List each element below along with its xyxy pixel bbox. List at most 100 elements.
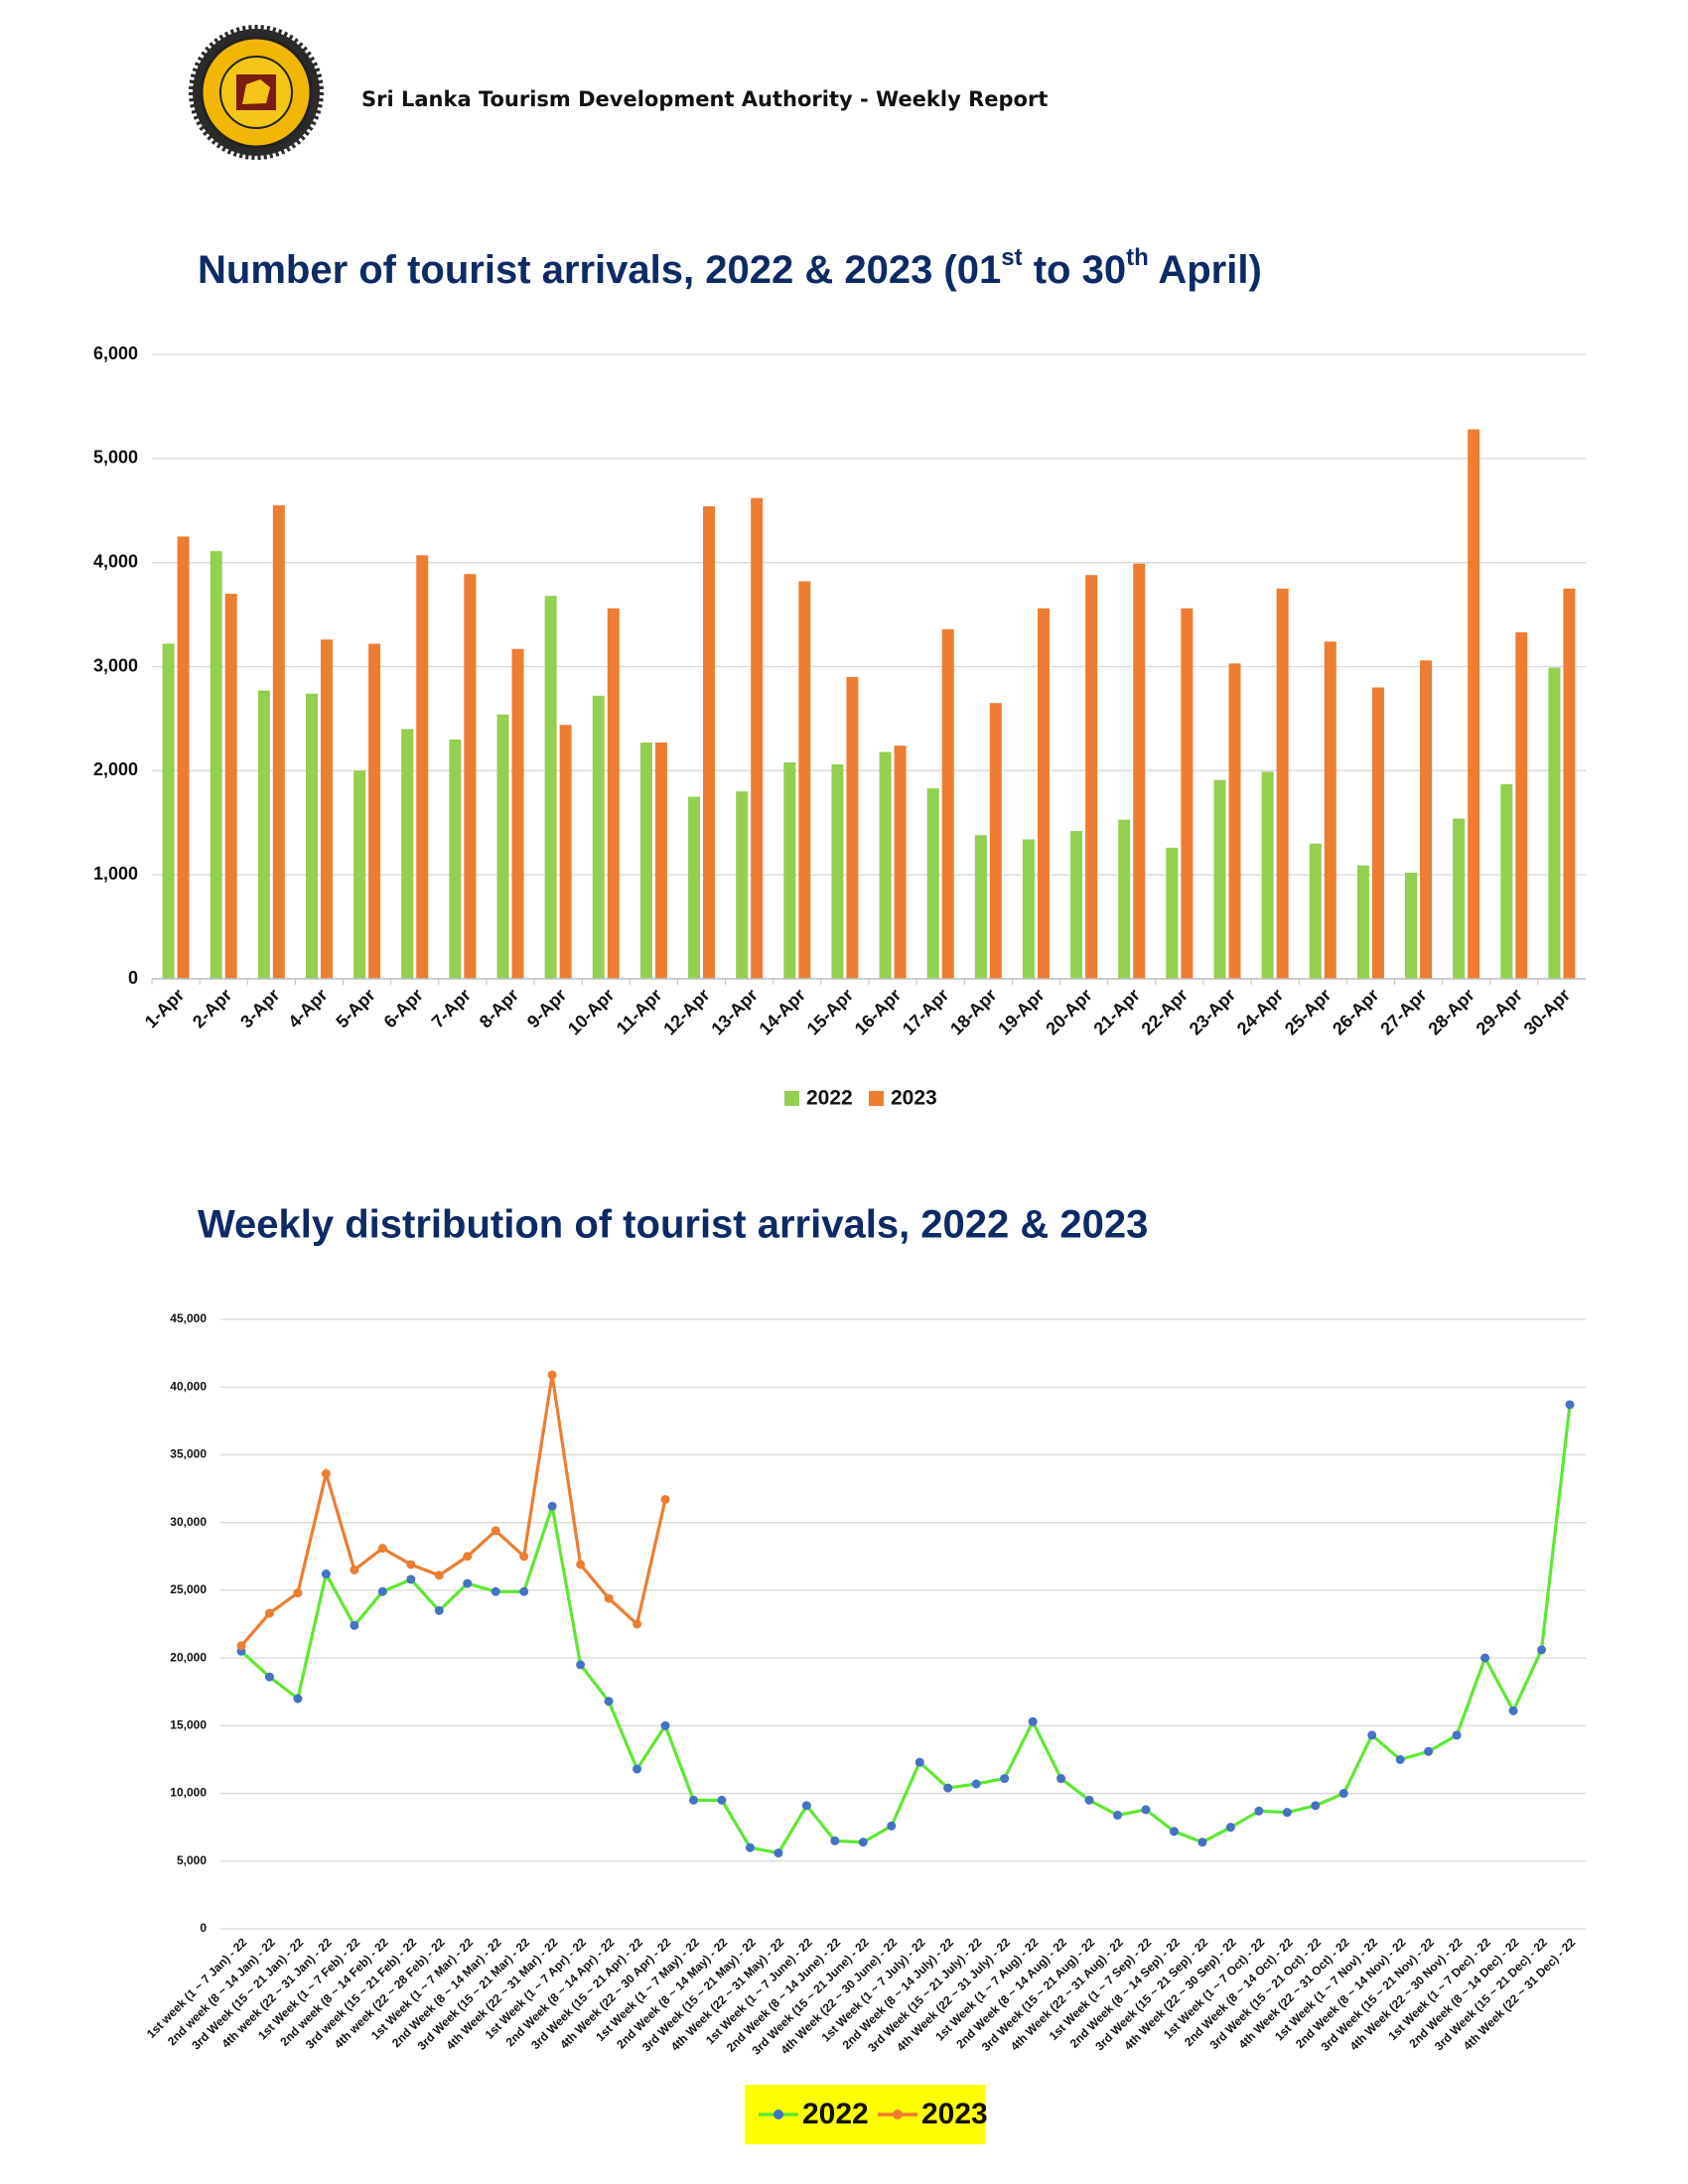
- series-marker: [1424, 1746, 1434, 1756]
- x-tick-label: 16-Apr: [851, 985, 905, 1038]
- series-marker: [774, 1848, 783, 1858]
- x-tick-label: 24-Apr: [1233, 985, 1287, 1038]
- x-tick-label: 26-Apr: [1329, 985, 1382, 1038]
- x-tick-label: 23-Apr: [1186, 985, 1239, 1038]
- bar: [1133, 563, 1146, 979]
- bar: [688, 796, 701, 979]
- series-marker: [576, 1560, 586, 1570]
- y-tick-label: 0: [128, 968, 138, 988]
- bar: [464, 574, 477, 979]
- bar: [941, 628, 954, 979]
- title-part: th: [1126, 244, 1149, 271]
- series-marker: [406, 1560, 416, 1570]
- series-marker: [1225, 1823, 1235, 1833]
- x-tick-label: 11-Apr: [613, 985, 666, 1038]
- series-marker: [1508, 1706, 1518, 1715]
- series-marker: [321, 1469, 331, 1479]
- series-marker: [971, 1779, 981, 1789]
- y-tick-label: 20,000: [170, 1650, 207, 1664]
- x-tick-label: 4-Apr: [284, 985, 331, 1031]
- y-tick-label: 30,000: [170, 1515, 207, 1529]
- y-tick-label: 4,000: [93, 551, 138, 571]
- bar: [1309, 843, 1322, 979]
- series-marker: [1056, 1774, 1066, 1784]
- x-tick-label: 6-Apr: [380, 985, 427, 1031]
- series-marker: [406, 1574, 416, 1584]
- bar: [210, 551, 222, 979]
- bar: [1085, 575, 1098, 979]
- bar: [1548, 667, 1561, 979]
- x-tick-label: 21-Apr: [1089, 985, 1143, 1038]
- title-part: st: [1001, 244, 1022, 271]
- series-marker: [745, 1843, 755, 1852]
- bar: [654, 743, 667, 979]
- y-tick-label: 3,000: [93, 655, 138, 675]
- series-line: [239, 1374, 667, 1647]
- series-marker: [547, 1501, 557, 1511]
- series-marker: [434, 1570, 444, 1580]
- series-marker: [321, 1570, 331, 1579]
- x-tick-label: 27-Apr: [1376, 985, 1430, 1038]
- series-line: [239, 1404, 1572, 1855]
- legend-swatch: [869, 1091, 884, 1106]
- y-tick-label: 25,000: [170, 1582, 207, 1596]
- bar: [894, 746, 907, 979]
- x-tick-label: 10-Apr: [564, 985, 618, 1038]
- series-marker: [1113, 1810, 1123, 1820]
- x-tick-label: 25-Apr: [1281, 985, 1335, 1038]
- title-part: Number of tourist arrivals, 2022 & 2023 …: [198, 248, 1001, 292]
- series-marker: [1282, 1808, 1292, 1818]
- bar: [511, 648, 524, 979]
- series-marker: [1197, 1838, 1207, 1847]
- bar: [1166, 847, 1179, 979]
- bar: [1356, 865, 1369, 979]
- bar: [783, 761, 796, 979]
- y-tick-label: 0: [200, 1921, 207, 1935]
- bar: [1515, 631, 1528, 979]
- header-title: Sri Lanka Tourism Development Authority …: [361, 87, 1048, 111]
- bar: [305, 693, 318, 979]
- series-marker: [604, 1593, 614, 1603]
- y-tick-label: 10,000: [170, 1786, 207, 1800]
- x-tick-label: 12-Apr: [659, 985, 713, 1038]
- y-tick-label: 5,000: [93, 448, 138, 468]
- legend-label: 2023: [891, 1087, 937, 1110]
- bar: [1213, 779, 1226, 979]
- series-marker: [377, 1586, 387, 1596]
- legend-label: 2023: [921, 2098, 988, 2130]
- bar: [401, 729, 414, 979]
- series-marker: [463, 1552, 473, 1562]
- bar: [846, 676, 859, 979]
- title-part: April): [1149, 248, 1262, 292]
- bar: [989, 703, 1002, 979]
- series-marker: [1254, 1806, 1264, 1816]
- series-marker: [1565, 1400, 1575, 1410]
- bar: [162, 643, 175, 979]
- series-marker: [1028, 1716, 1038, 1726]
- bar: [1070, 831, 1083, 979]
- series-marker: [1141, 1805, 1151, 1815]
- series-marker: [236, 1641, 246, 1651]
- series-marker: [1169, 1827, 1179, 1837]
- x-tick-label: 1-Apr: [141, 985, 188, 1031]
- x-tick-label: 18-Apr: [946, 985, 1000, 1038]
- series-marker: [1452, 1730, 1462, 1740]
- bar: [879, 751, 892, 979]
- series-marker: [350, 1565, 359, 1574]
- title-part: to 30: [1023, 248, 1126, 292]
- series-marker: [1311, 1801, 1321, 1811]
- bar: [1276, 588, 1289, 979]
- bar: [1228, 663, 1241, 979]
- series-marker: [943, 1783, 953, 1793]
- series-marker: [491, 1526, 500, 1536]
- series-marker: [293, 1694, 303, 1704]
- logo-lion: [242, 79, 270, 104]
- bar: [177, 536, 190, 979]
- x-tick-label: 17-Apr: [899, 985, 952, 1038]
- bar: [831, 764, 844, 979]
- bar: [798, 581, 811, 979]
- series-marker: [1000, 1774, 1010, 1784]
- bar: [1118, 819, 1131, 979]
- series-marker: [660, 1494, 670, 1504]
